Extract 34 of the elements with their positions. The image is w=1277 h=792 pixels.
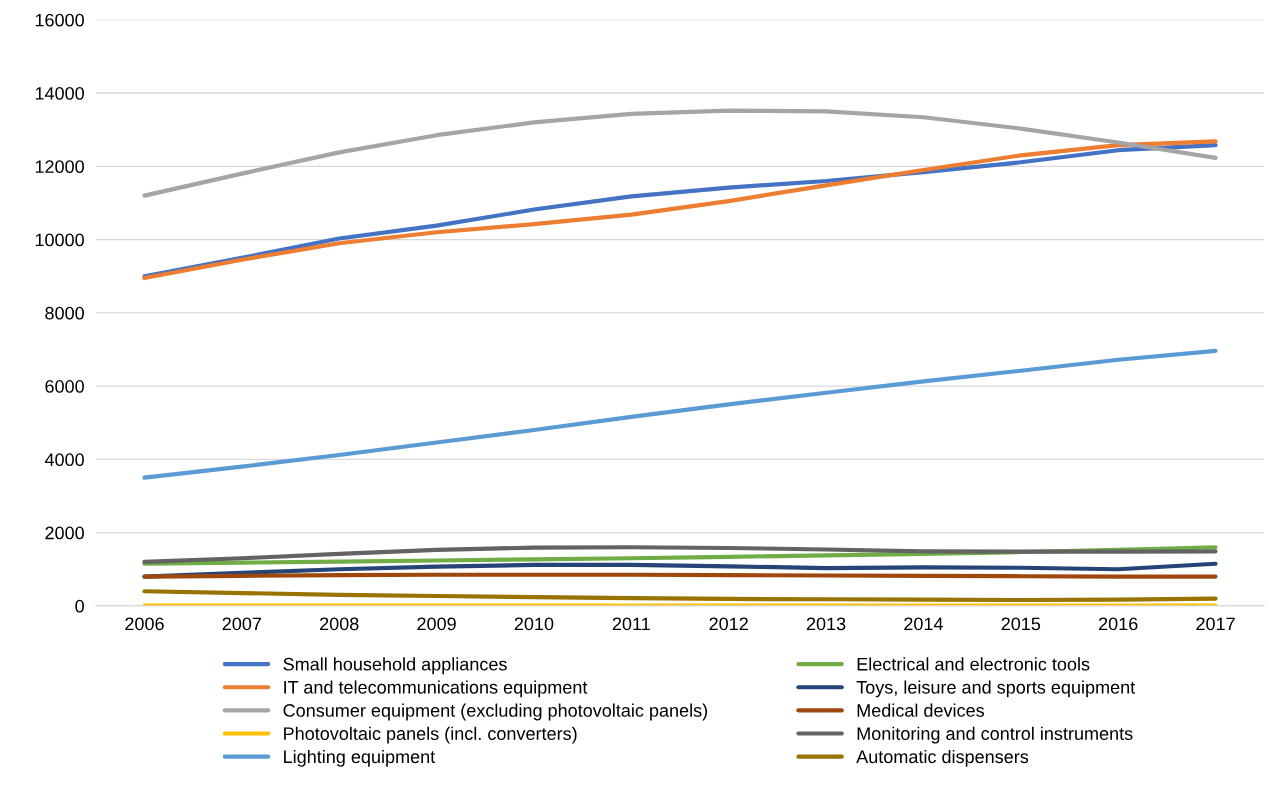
x-tick-label: 2015	[1001, 617, 1041, 631]
x-tick-label: 2017	[1196, 617, 1235, 631]
x-tick-label: 2006	[125, 617, 164, 631]
legend-label: IT and telecommunications equipment	[284, 680, 588, 698]
line-series	[142, 348, 1218, 480]
x-tick-label: 2008	[320, 617, 359, 631]
y-tick-label: 12000	[35, 160, 84, 174]
x-tick-label: 2016	[1099, 617, 1138, 631]
legend-label: Automatic dispensers	[856, 749, 1029, 767]
legend-label: Electrical and electronic tools	[857, 657, 1090, 671]
y-tick-label: 4000	[44, 453, 84, 467]
legend-label: Toys, leisure and sports equipment	[856, 680, 1136, 698]
x-tick-label: 2013	[806, 617, 846, 631]
line-series	[142, 589, 1218, 603]
legend-label: Small household appliances	[283, 657, 507, 675]
y-tick-label: 8000	[45, 306, 84, 320]
y-tick-label: 10000	[35, 233, 84, 247]
legend-label: Lighting equipment	[284, 749, 436, 767]
x-tick-label: 2011	[612, 617, 650, 631]
x-tick-label: 2012	[709, 617, 748, 631]
x-tick-label: 2010	[514, 617, 554, 631]
y-tick-label: 14000	[35, 86, 84, 100]
y-tick-label: 0	[75, 599, 84, 613]
x-tick-label: 2014	[904, 617, 943, 631]
y-tick-label: 16000	[35, 13, 84, 27]
legend-label: Consumer equipment (excluding photovoltaic panels)	[283, 703, 708, 721]
x-tick-label: 2009	[417, 617, 456, 631]
x-tick-label: 2007	[222, 617, 262, 631]
legend-label: Photovoltaic panels (incl. converters)	[284, 726, 577, 744]
y-tick-label: 2000	[45, 526, 84, 540]
legend-label: Monitoring and control instruments	[857, 726, 1133, 744]
line-series	[142, 108, 1218, 198]
legend-label: Medical devices	[857, 703, 984, 717]
y-tick-label: 6000	[45, 380, 84, 393]
